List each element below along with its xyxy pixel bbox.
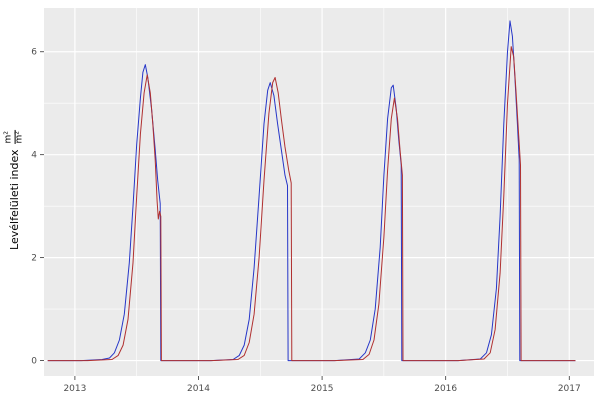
x-tick-label: 2017 [558, 384, 581, 394]
y-axis-title-text: Levélfelületi index [8, 149, 21, 250]
x-tick-label: 2014 [187, 384, 210, 394]
fraction-denominator: m² [14, 131, 25, 144]
chart-panel [44, 8, 594, 376]
y-tick-label: 2 [31, 254, 37, 264]
x-tick-label: 2016 [434, 384, 457, 394]
y-axis-title-fraction: m² m² [4, 130, 26, 145]
y-axis-title: Levélfelületi index m² m² [4, 130, 26, 250]
x-tick-label: 2013 [63, 384, 86, 394]
series-line-series-red [47, 46, 576, 362]
x-tick-label: 2015 [311, 384, 334, 394]
series-line-series-blue [47, 20, 576, 362]
y-tick-label: 4 [31, 151, 37, 161]
y-tick-label: 0 [31, 357, 37, 367]
y-tick-label: 6 [31, 48, 37, 58]
